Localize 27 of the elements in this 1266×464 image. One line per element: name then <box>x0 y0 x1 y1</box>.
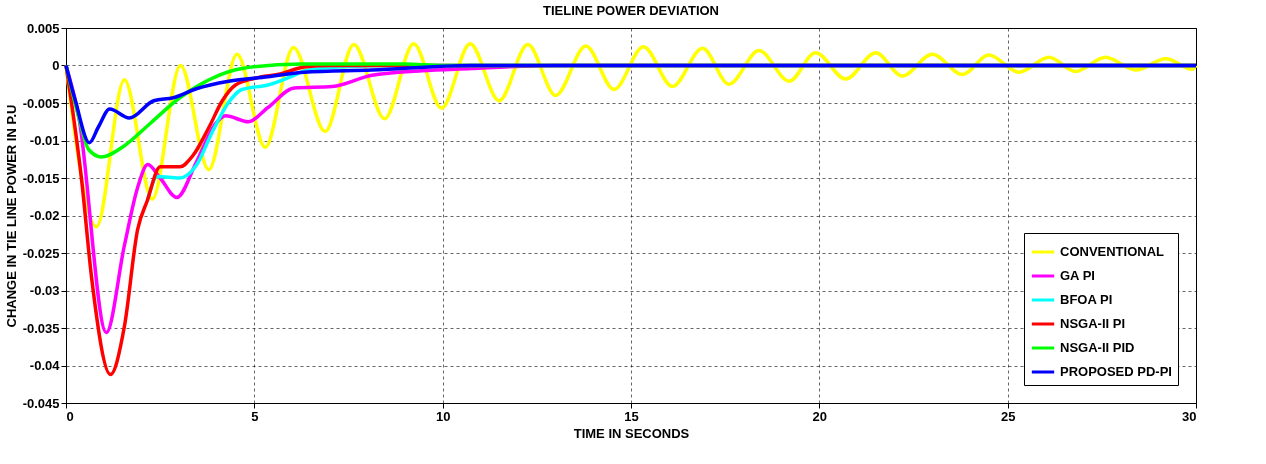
y-tick-label: -0.04 <box>29 358 61 373</box>
legend-label: BFOA PI <box>1060 292 1113 307</box>
y-axis-title: CHANGE IN TIE LINE POWER IN P.U <box>3 104 19 328</box>
y-tick-label: -0.03 <box>29 283 60 298</box>
y-tick-label: -0.025 <box>22 245 60 261</box>
y-tick-label: -0.01 <box>29 133 60 148</box>
y-tick-label: -0.035 <box>22 320 60 336</box>
legend-label: NSGA-II PI <box>1060 316 1126 331</box>
x-tick-label: 25 <box>1000 408 1016 424</box>
legend-label: GA PI <box>1060 268 1095 283</box>
x-tick-label: 0 <box>66 408 74 424</box>
legend-label: NSGA-II PID <box>1060 340 1135 355</box>
chart-title: TIELINE POWER DEVIATION <box>543 3 719 18</box>
x-tick-label: 20 <box>812 408 828 424</box>
legend-label: CONVENTIONAL <box>1060 244 1165 259</box>
x-axis-title: TIME IN SECONDS <box>573 425 690 441</box>
x-tick-label: 15 <box>624 408 639 424</box>
y-tick-label: 0 <box>52 58 60 73</box>
y-tick-label: -0.005 <box>22 95 60 111</box>
x-tick-label: 5 <box>251 408 259 424</box>
y-tick-label: -0.015 <box>22 170 60 186</box>
y-tick-label: 0.005 <box>26 20 60 36</box>
y-tick-label: -0.045 <box>22 395 60 411</box>
x-tick-label: 30 <box>1182 408 1197 424</box>
y-tick-label: -0.02 <box>29 208 60 223</box>
x-tick-label: 10 <box>435 408 451 424</box>
legend-label: PROPOSED PD-PI <box>1060 364 1172 379</box>
